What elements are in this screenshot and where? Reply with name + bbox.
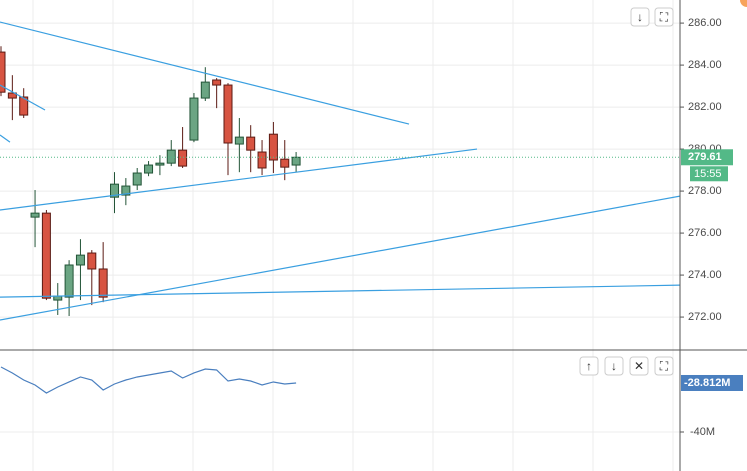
candle-body: [110, 183, 119, 198]
countdown-box: [690, 166, 728, 182]
alert-dot[interactable]: [740, 0, 747, 7]
y-tick-label: 274.00: [688, 269, 722, 281]
candle-body: [75, 254, 85, 266]
maximize-button[interactable]: ⛶: [654, 7, 674, 27]
trend-line: [0, 134, 11, 143]
candle-body: [144, 164, 154, 174]
y-tick-label: 278.00: [688, 185, 722, 197]
candle-body: [41, 212, 51, 299]
candle-body: [223, 84, 233, 144]
last-price-label: 279.61: [688, 151, 722, 163]
candle-body: [246, 136, 256, 151]
candle-body: [19, 96, 29, 116]
trend-line: [0, 84, 46, 111]
trend-line: [0, 284, 680, 298]
candle-body: [87, 252, 97, 270]
candle-body: [234, 136, 244, 145]
candle-body: [132, 172, 142, 186]
pane-close-button[interactable]: ✕: [629, 356, 649, 376]
svg-text:⛶: ⛶: [659, 359, 669, 373]
y-tick-label: -40M: [690, 426, 715, 438]
candle-body: [7, 92, 17, 99]
y-tick-label: 282.00: [688, 101, 722, 113]
svg-text:↓: ↓: [611, 359, 617, 373]
candle-body: [30, 212, 40, 218]
price-axis: 272.00274.00276.00278.00280.00282.00284.…: [680, 17, 743, 438]
indicator-last-box: [681, 374, 743, 391]
last-price-box: [681, 149, 733, 166]
svg-text:✕: ✕: [634, 359, 644, 373]
svg-text:↑: ↑: [586, 359, 592, 373]
candle-body: [200, 81, 210, 99]
candle-body: [189, 97, 199, 141]
y-tick-label: 272.00: [688, 311, 722, 323]
indicator-pane: [0, 366, 680, 433]
candle-body: [178, 149, 188, 167]
pane-down-button[interactable]: ↓: [604, 356, 624, 376]
time-grid: [32, 0, 674, 471]
candle-body: [257, 151, 267, 169]
pane-up-button[interactable]: ↑: [579, 356, 599, 376]
trend-line: [0, 195, 680, 321]
scroll-down-button[interactable]: ↓: [630, 7, 650, 27]
y-tick-label: 284.00: [688, 59, 722, 71]
indicator-line: [0, 366, 297, 394]
y-tick-label: 276.00: [688, 227, 722, 239]
candle-body: [166, 149, 176, 164]
trend-line: [0, 21, 410, 125]
price-pane: [0, 21, 680, 321]
candle-body: [280, 158, 290, 168]
candle-body: [268, 133, 278, 161]
trend-line: [0, 148, 478, 211]
candle-body: [155, 162, 165, 166]
candle-body: [98, 268, 108, 298]
candle-body: [212, 79, 222, 86]
candle-body: [291, 156, 301, 166]
candle-body: [121, 185, 131, 196]
svg-text:↓: ↓: [637, 10, 643, 24]
pane-maximize-button[interactable]: ⛶: [654, 356, 674, 376]
candle-body: [64, 264, 74, 298]
svg-text:⛶: ⛶: [659, 10, 669, 24]
candle-body: [0, 51, 6, 93]
countdown-label: 15:55: [694, 168, 722, 180]
y-tick-label: 286.00: [688, 17, 722, 29]
indicator-last-label: -28.812M: [684, 377, 730, 389]
